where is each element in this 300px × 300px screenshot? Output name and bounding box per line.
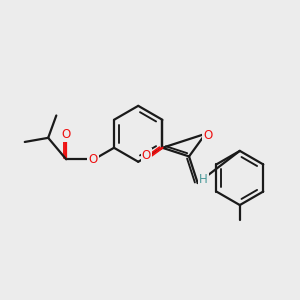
Text: O: O [88, 153, 98, 166]
Text: O: O [203, 129, 212, 142]
Text: H: H [199, 173, 208, 186]
Text: O: O [61, 128, 71, 142]
Text: O: O [142, 149, 151, 162]
